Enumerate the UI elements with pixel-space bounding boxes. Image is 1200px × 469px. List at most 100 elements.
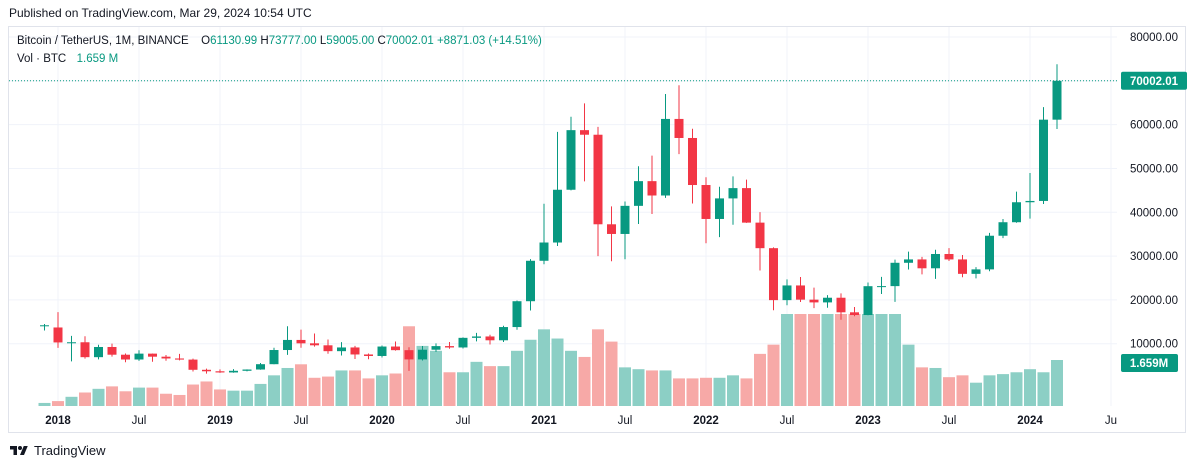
candle-body <box>782 285 792 301</box>
volume-bar <box>713 377 726 406</box>
close-value: 70002.01 <box>385 35 434 47</box>
x-tick-label: 2020 <box>369 415 395 427</box>
volume-bar <box>335 370 348 406</box>
x-tick-label: 2019 <box>207 415 233 427</box>
candle-body <box>1025 200 1035 203</box>
volume-bar <box>457 372 469 406</box>
volume-bar <box>700 377 712 406</box>
symbol-name[interactable]: Bitcoin / TetherUS, 1M, BINANCE <box>17 35 189 47</box>
volume-bar <box>848 314 861 406</box>
volume-bar <box>484 366 496 406</box>
candle-body <box>607 224 616 234</box>
volume-bar <box>916 367 928 406</box>
candle-body <box>553 189 562 243</box>
volume-bar <box>821 314 834 406</box>
volume-bar <box>133 387 145 406</box>
volume-bar <box>308 377 321 406</box>
candle-body <box>40 325 49 327</box>
volume-bar <box>119 391 132 406</box>
volume-bar <box>1037 372 1050 406</box>
tradingview-logo-icon <box>10 445 28 455</box>
volume-bar <box>200 381 213 406</box>
candle-body <box>499 327 508 341</box>
candle-body <box>1039 119 1048 201</box>
last-price-label: 70002.01 <box>1130 76 1179 88</box>
volume-bar <box>902 344 915 406</box>
y-tick-label: 50000.00 <box>1130 163 1178 175</box>
candle-body <box>809 299 819 303</box>
volume-bar <box>605 341 618 406</box>
volume-bar <box>322 376 334 406</box>
candle-body <box>566 130 576 190</box>
volume-label[interactable]: Vol · BTC <box>17 53 67 65</box>
volume-bar <box>79 392 91 406</box>
last-volume-label: 1.659M <box>1130 358 1168 370</box>
volume-bar <box>592 329 604 406</box>
candle-body <box>445 346 454 348</box>
x-tick-label: Jul <box>456 415 471 427</box>
candle-body <box>539 242 549 261</box>
volume-bar <box>740 378 753 406</box>
candle-body <box>94 346 103 358</box>
candle-body <box>904 259 913 263</box>
y-tick-label: 60000.00 <box>1130 120 1178 132</box>
volume-bar <box>686 378 699 406</box>
published-note: Published on TradingView.com, Mar 29, 20… <box>9 6 312 20</box>
candle-body <box>296 339 306 344</box>
volume-bar <box>727 375 739 406</box>
volume-bar <box>997 374 1009 406</box>
volume-bar <box>416 345 429 406</box>
volume-bar <box>1010 372 1023 406</box>
volume-bar <box>1051 360 1063 406</box>
volume-bar <box>889 314 901 406</box>
volume-bar <box>281 367 294 406</box>
open-value: 61130.99 <box>210 35 258 47</box>
volume-value: 1.659 M <box>76 53 119 65</box>
candle-body <box>647 181 657 196</box>
volume-bar <box>38 402 51 406</box>
candle-body <box>188 359 198 370</box>
last-price-tag <box>1121 71 1187 90</box>
candle-body <box>148 353 157 357</box>
volume-bar <box>241 390 253 406</box>
candle-body <box>769 248 778 301</box>
candle-body <box>80 342 90 358</box>
candle-body <box>337 347 346 352</box>
candle-body <box>850 312 859 316</box>
candle-body <box>377 346 387 356</box>
candle-body <box>755 222 765 249</box>
candle-body <box>634 181 643 206</box>
candle-body <box>310 343 319 346</box>
volume-bar <box>673 378 685 406</box>
x-tick-label: 2023 <box>855 415 881 427</box>
candle-body <box>1012 202 1021 223</box>
candle-body <box>323 345 333 352</box>
x-tick-label: Jul <box>618 415 633 427</box>
volume-bar <box>767 344 780 406</box>
footer-brand[interactable]: TradingView <box>10 443 106 458</box>
candle-body <box>823 297 832 303</box>
volume-bar <box>295 364 307 406</box>
volume-bar <box>659 370 672 406</box>
candle-body <box>485 336 495 341</box>
candle-body <box>404 350 414 360</box>
candle-body <box>620 205 630 234</box>
volume-bar <box>524 339 537 406</box>
volume-bar <box>389 373 402 406</box>
candle-body <box>674 118 684 138</box>
volume-bar <box>430 350 442 406</box>
y-tick-label: 30000.00 <box>1130 251 1178 263</box>
candle-body <box>512 301 522 328</box>
close-label: C <box>377 35 386 47</box>
candle-body <box>863 286 873 316</box>
volume-bar <box>470 361 483 406</box>
footer-brand-label: TradingView <box>34 443 106 458</box>
candle-body <box>998 222 1008 236</box>
high-label: H <box>260 35 269 47</box>
volume-bar <box>646 370 658 406</box>
candle-body <box>269 350 279 365</box>
candle-body <box>283 339 292 351</box>
candle-body <box>215 371 225 373</box>
x-tick-label: 2022 <box>693 415 719 427</box>
